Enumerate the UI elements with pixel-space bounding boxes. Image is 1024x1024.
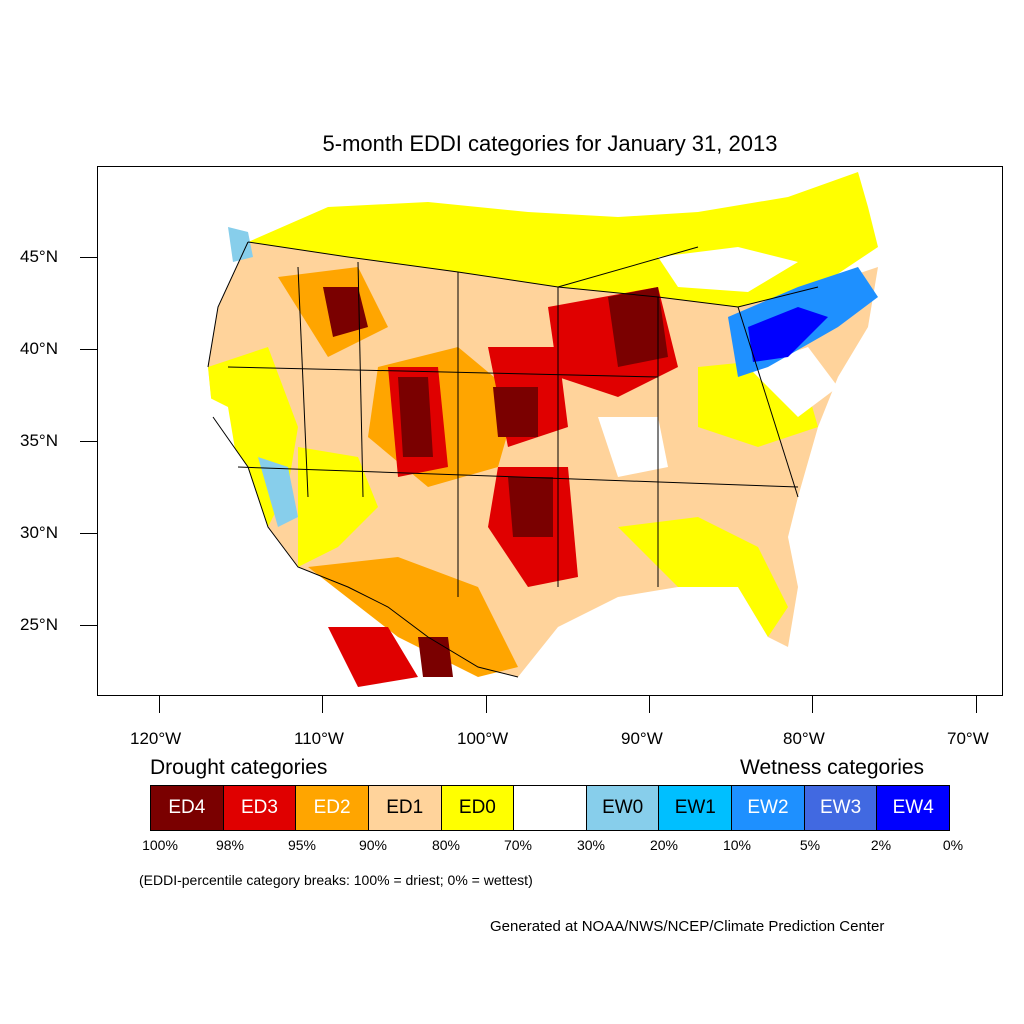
legend-label: ED1 (386, 797, 424, 818)
legend-ew2: EW2 (732, 786, 805, 830)
lat-label-45: 45°N (20, 247, 58, 266)
map-area (97, 166, 1003, 696)
lon-tick (649, 696, 650, 713)
lon-label-80: 80°W (783, 729, 825, 748)
legend-normal (514, 786, 587, 830)
legend-label: ED2 (313, 797, 351, 818)
ed2-texas (308, 557, 518, 677)
lon-tick (812, 696, 813, 713)
break-label: 2% (870, 837, 892, 853)
ed4-oklahoma (508, 477, 553, 537)
legend-ew3: EW3 (804, 786, 878, 830)
ed0-southeast (618, 517, 788, 637)
legend-label: EW2 (747, 797, 789, 818)
ed4-nebraska (493, 387, 538, 437)
legend-ed2: ED2 (296, 786, 369, 830)
break-label: 30% (576, 837, 606, 853)
ed4-mexico (418, 637, 453, 677)
legend-ew1: EW1 (659, 786, 733, 830)
lon-tick (976, 696, 977, 713)
wetness-heading: Wetness categories (740, 756, 925, 779)
legend-bar: ED4 ED3 ED2 ED1 ED0 EW0 EW1 EW2 EW3 EW4 (150, 785, 950, 831)
ed3-mexico (328, 627, 418, 687)
lon-tick (486, 696, 487, 713)
break-label: 80% (431, 837, 461, 853)
ed4-michigan (608, 287, 668, 367)
legend-label: EW3 (819, 797, 862, 818)
break-label: 5% (799, 837, 821, 853)
ed0-southwest (298, 447, 378, 567)
legend-ed0: ED0 (441, 786, 515, 830)
legend-label: ED4 (168, 797, 206, 818)
drought-heading: Drought categories (150, 756, 328, 779)
lon-label-90: 90°W (621, 729, 663, 748)
lat-label-30: 30°N (20, 523, 58, 542)
lon-label-120: 120°W (130, 729, 182, 748)
ew-california (258, 457, 298, 527)
white-midwest (598, 417, 668, 477)
ew4-ontario (748, 307, 828, 362)
legend-label: ED3 (240, 797, 278, 818)
lon-label-70: 70°W (947, 729, 989, 748)
lon-tick (159, 696, 160, 713)
lon-label-100: 100°W (457, 729, 509, 748)
boundaries (207, 241, 819, 678)
legend-ed3: ED3 (223, 786, 297, 830)
eddi-map (207, 172, 878, 687)
break-label: 98% (215, 837, 245, 853)
break-label: 100% (142, 837, 178, 853)
lat-tick (80, 441, 97, 442)
lat-tick (80, 625, 97, 626)
lon-label-110: 110°W (294, 729, 344, 748)
break-label: 20% (649, 837, 679, 853)
legend-label: EW4 (892, 797, 934, 818)
canada-white-patch (658, 247, 798, 292)
break-label: 0% (942, 837, 964, 853)
ew-washington (228, 227, 253, 262)
legend-ed1: ED1 (368, 786, 442, 830)
lat-tick (80, 533, 97, 534)
break-label: 95% (287, 837, 317, 853)
legend-label: EW1 (674, 797, 716, 818)
ed4-colorado (398, 377, 433, 457)
legend-label: ED0 (458, 797, 496, 818)
lat-tick (80, 257, 97, 258)
lat-label-40: 40°N (20, 339, 58, 358)
white-west-coast (208, 397, 238, 487)
ed4-montana (323, 287, 368, 337)
legend-label: EW0 (602, 797, 644, 818)
break-label: 90% (358, 837, 388, 853)
break-label: 70% (503, 837, 533, 853)
legend-ed4: ED4 (151, 786, 224, 830)
break-label: 10% (722, 837, 752, 853)
legend-ew0: EW0 (586, 786, 660, 830)
credit-line: Generated at NOAA/NWS/NCEP/Climate Predi… (490, 918, 885, 935)
lat-tick (80, 349, 97, 350)
lat-label-25: 25°N (20, 615, 58, 634)
lat-label-35: 35°N (20, 431, 58, 450)
legend-ew4: EW4 (877, 786, 950, 830)
map-title: 5-month EDDI categories for January 31, … (322, 131, 778, 156)
lon-tick (322, 696, 323, 713)
category-note: (EDDI-percentile category breaks: 100% =… (139, 872, 533, 888)
